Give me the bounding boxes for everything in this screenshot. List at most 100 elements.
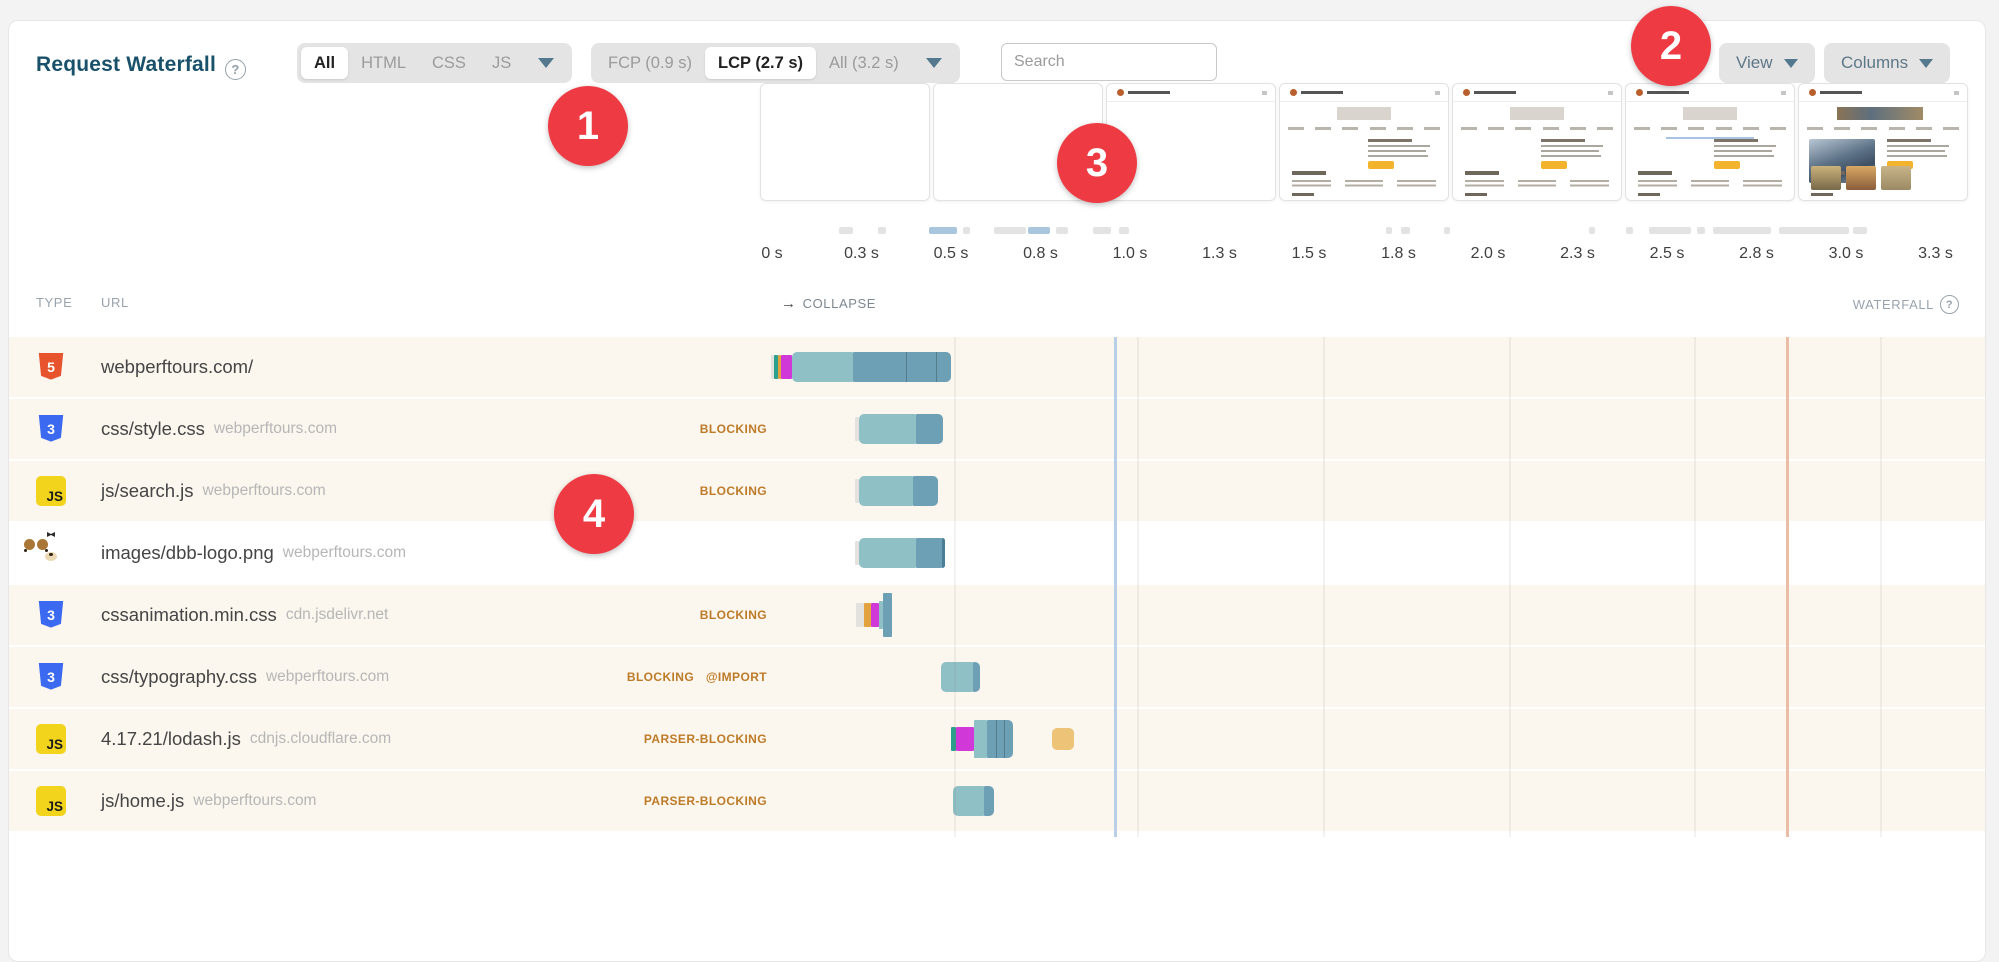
waterfall-bar-segment[interactable] bbox=[913, 476, 938, 506]
metric-filter-all[interactable]: All (3.2 s) bbox=[829, 54, 899, 72]
waterfall-bar-segment[interactable] bbox=[855, 541, 859, 565]
request-domain: webperftours.com bbox=[282, 544, 406, 561]
waterfall-bar-segment[interactable] bbox=[984, 786, 994, 816]
request-row[interactable]: 3 css/style.css webperftours.com BLOCKING bbox=[9, 399, 1985, 459]
metric-filter: FCP (0.9 s) LCP (2.7 s) All (3.2 s) bbox=[591, 43, 960, 83]
mini-waterfall-segment bbox=[929, 227, 957, 234]
timeline-tick-label: 0.3 s bbox=[844, 245, 879, 262]
waterfall-bar-segment[interactable] bbox=[953, 786, 984, 816]
type-filter-css[interactable]: CSS bbox=[432, 54, 466, 72]
waterfall-bar-segment[interactable] bbox=[916, 538, 942, 568]
request-domain: webperftours.com bbox=[265, 668, 390, 685]
view-button[interactable]: View bbox=[1719, 43, 1815, 83]
html-file-icon: 5 bbox=[36, 352, 66, 382]
waterfall-bar-segment[interactable] bbox=[859, 414, 916, 444]
filmstrip-thumbnail[interactable] bbox=[1452, 83, 1622, 201]
page-title: Request Waterfall? bbox=[36, 53, 246, 80]
waterfall-bar-segment[interactable] bbox=[941, 662, 973, 692]
mini-waterfall-segment bbox=[1028, 227, 1050, 234]
type-filter-js[interactable]: JS bbox=[491, 54, 512, 72]
filmstrip-thumbnail[interactable] bbox=[1798, 83, 1968, 201]
request-row[interactable]: JS 4.17.21/lodash.js cdnjs.cloudflare.com P… bbox=[9, 709, 1985, 769]
timeline-tick-label: 1.3 s bbox=[1202, 245, 1237, 262]
waterfall-bar-segment[interactable] bbox=[942, 538, 945, 568]
waterfall-bar-segment[interactable] bbox=[778, 355, 781, 379]
waterfall-help-icon[interactable]: ? bbox=[1940, 295, 1959, 314]
timeline-tick-label: 2.8 s bbox=[1739, 245, 1774, 262]
request-url: css/style.css webperftours.com bbox=[101, 418, 338, 439]
request-row[interactable]: 3 cssanimation.min.css cdn.jsdelivr.net BLO… bbox=[9, 585, 1985, 645]
timeline-tick-label: 2.5 s bbox=[1649, 245, 1685, 262]
request-row[interactable]: JS js/home.js webperftours.com PARSER-BLOCK… bbox=[9, 771, 1985, 831]
metric-filter-fcp[interactable]: FCP (0.9 s) bbox=[608, 54, 693, 72]
waterfall-bar-segment[interactable] bbox=[879, 601, 883, 629]
timeline-tick-label: 1.8 s bbox=[1381, 245, 1416, 262]
mini-waterfall-segment bbox=[1401, 227, 1410, 234]
request-domain: webperftours.com bbox=[193, 792, 317, 809]
waterfall-bar-segment[interactable] bbox=[856, 603, 864, 627]
mini-waterfall-segment bbox=[1853, 227, 1867, 234]
waterfall-bar-segment[interactable] bbox=[916, 414, 943, 444]
render-blocking-label: BLOCKING @IMPORT bbox=[626, 670, 767, 684]
request-url: js/home.js webperftours.com bbox=[101, 790, 317, 811]
js-file-icon: JS bbox=[36, 476, 66, 506]
waterfall-bar-segment[interactable] bbox=[855, 479, 859, 503]
waterfall-bar-segment[interactable] bbox=[951, 727, 956, 751]
search-input[interactable] bbox=[1001, 43, 1217, 81]
metric-filter-lcp[interactable]: LCP (2.7 s) bbox=[705, 47, 817, 79]
render-blocking-label: PARSER-BLOCKING bbox=[643, 732, 767, 746]
svg-text:3: 3 bbox=[47, 669, 55, 685]
render-blocking-label: BLOCKING bbox=[699, 484, 767, 498]
filmstrip-thumbnail[interactable] bbox=[760, 83, 930, 201]
mini-waterfall-segment bbox=[1713, 227, 1771, 234]
request-table: 5 webperftours.com/3 css/style.css webperft… bbox=[9, 337, 1985, 833]
render-blocking-label: PARSER-BLOCKING bbox=[643, 794, 767, 808]
waterfall-bar-segment[interactable] bbox=[859, 538, 916, 568]
mini-waterfall-segment bbox=[1589, 227, 1595, 234]
waterfall-bar-segment[interactable] bbox=[853, 352, 951, 382]
annotation-badge-3: 3 bbox=[1057, 123, 1137, 203]
request-row[interactable]: images/dbb-logo.png webperftours.com bbox=[9, 523, 1985, 583]
filmstrip-thumbnail[interactable] bbox=[1106, 83, 1276, 201]
timeline-tick-label: 0 s bbox=[761, 245, 783, 262]
type-filter-html[interactable]: HTML bbox=[361, 54, 407, 72]
waterfall-bar-segment[interactable] bbox=[864, 603, 871, 627]
waterfall-bar-segment[interactable] bbox=[883, 593, 892, 637]
waterfall-bar-segment[interactable] bbox=[956, 727, 974, 751]
request-row[interactable]: JS js/search.js webperftours.com BLOCKING bbox=[9, 461, 1985, 521]
column-header-type: TYPE bbox=[36, 295, 73, 310]
title-help-icon[interactable]: ? bbox=[225, 59, 246, 80]
waterfall-bar-segment[interactable] bbox=[987, 720, 1013, 758]
waterfall-bar-segment[interactable] bbox=[774, 355, 778, 379]
request-row[interactable]: 5 webperftours.com/ bbox=[9, 337, 1985, 397]
waterfall-bar-segment[interactable] bbox=[871, 603, 879, 627]
type-filter-dropdown-icon[interactable] bbox=[524, 58, 568, 68]
filmstrip-thumbnail[interactable] bbox=[1625, 83, 1795, 201]
columns-button[interactable]: Columns bbox=[1824, 43, 1951, 83]
request-url: webperftours.com/ bbox=[101, 356, 254, 377]
waterfall-bar-segment[interactable] bbox=[855, 417, 859, 441]
timeline-tick-label: 0.8 s bbox=[1023, 245, 1058, 262]
column-header-waterfall: WATERFALL? bbox=[1853, 295, 1959, 314]
annotation-badge-2: 2 bbox=[1631, 6, 1711, 86]
render-blocking-label: BLOCKING bbox=[699, 422, 767, 436]
collapse-control[interactable]: → COLLAPSE bbox=[781, 295, 877, 312]
request-domain: webperftours.com bbox=[213, 420, 338, 437]
filmstrip-thumbnail[interactable] bbox=[1279, 83, 1449, 201]
annotation-badge-1: 1 bbox=[548, 86, 628, 166]
render-blocking-label: BLOCKING bbox=[699, 608, 767, 622]
waterfall-bar-segment[interactable] bbox=[859, 476, 913, 506]
svg-text:3: 3 bbox=[47, 421, 55, 437]
waterfall-bar-segment[interactable] bbox=[781, 355, 792, 379]
type-filter-all[interactable]: All bbox=[301, 47, 349, 79]
request-url: css/typography.css webperftours.com bbox=[101, 666, 390, 687]
request-row[interactable]: 3 css/typography.css webperftours.com BLOCK… bbox=[9, 647, 1985, 707]
waterfall-bar-segment[interactable] bbox=[973, 662, 980, 692]
waterfall-bar-segment[interactable] bbox=[771, 355, 774, 379]
waterfall-bar-segment[interactable] bbox=[1052, 728, 1074, 750]
mini-waterfall-segment bbox=[994, 227, 1026, 234]
mini-waterfall-segment bbox=[963, 227, 970, 234]
waterfall-bar-segment[interactable] bbox=[974, 720, 987, 758]
metric-filter-dropdown-icon[interactable] bbox=[912, 58, 956, 68]
waterfall-bar-segment[interactable] bbox=[792, 352, 853, 382]
